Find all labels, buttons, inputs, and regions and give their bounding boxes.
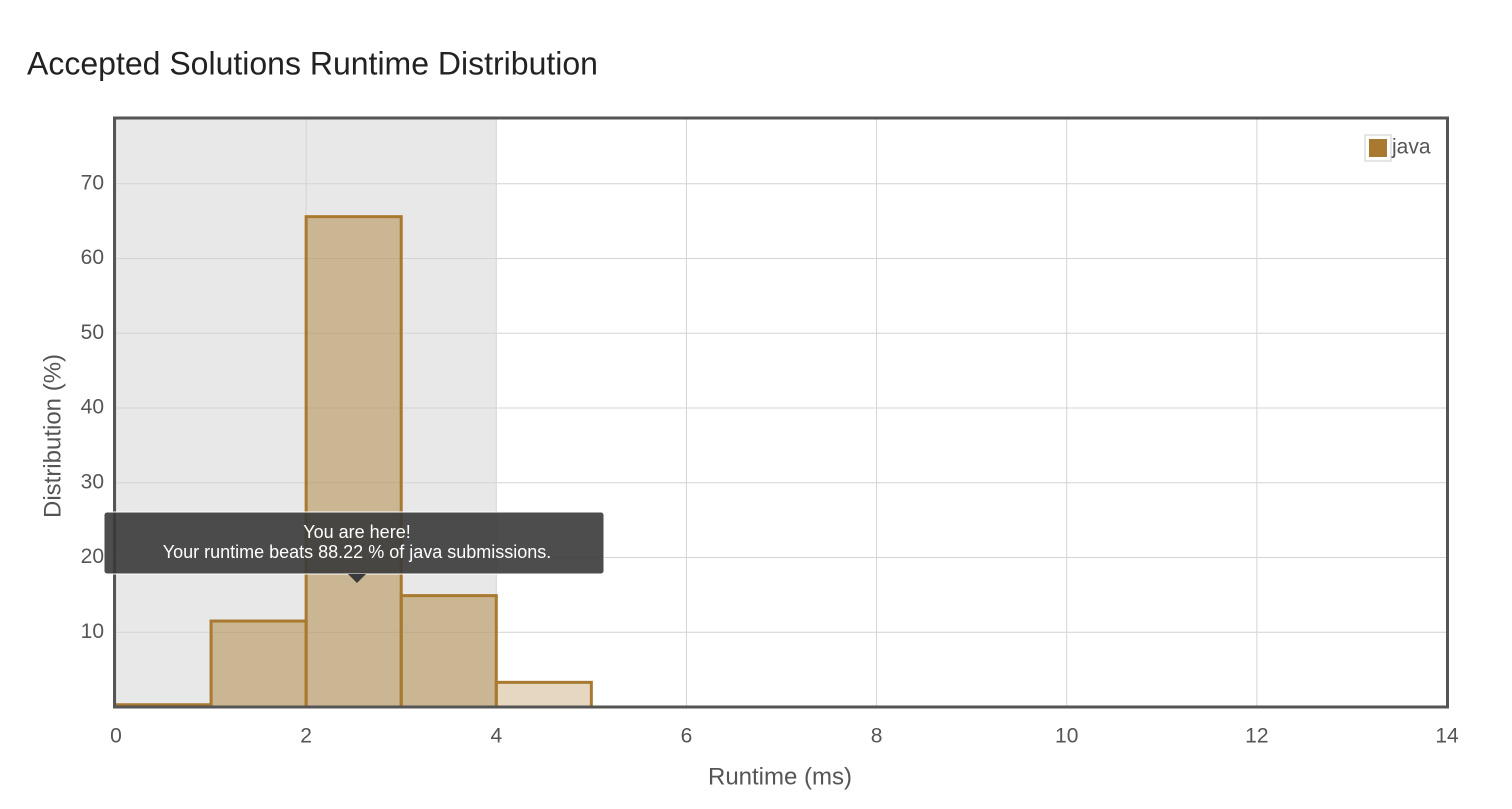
y-tick-label: 40 bbox=[81, 396, 104, 419]
bar bbox=[304, 215, 403, 709]
y-tick-label: 10 bbox=[81, 620, 104, 643]
bar bbox=[209, 619, 308, 709]
chart-title: Accepted Solutions Runtime Distribution bbox=[27, 45, 598, 81]
x-tick-label: 8 bbox=[871, 725, 883, 748]
x-tick-label: 4 bbox=[490, 725, 502, 748]
y-tick-label: 20 bbox=[81, 545, 104, 568]
y-axis-label: Distribution (%) bbox=[39, 354, 66, 518]
plot-border bbox=[113, 116, 1449, 709]
x-tick-label: 0 bbox=[110, 725, 122, 748]
bar bbox=[399, 594, 498, 709]
legend-swatch bbox=[1369, 139, 1387, 157]
bar bbox=[494, 680, 593, 709]
legend-label: java bbox=[1391, 136, 1431, 159]
x-tick-label: 2 bbox=[300, 725, 312, 748]
tooltip-text: You are here! bbox=[303, 522, 410, 542]
x-tick-label: 6 bbox=[681, 725, 693, 748]
y-tick-label: 60 bbox=[81, 246, 104, 269]
tooltip: You are here!Your runtime beats 88.22 % … bbox=[103, 511, 605, 583]
y-tick-label: 30 bbox=[81, 470, 104, 493]
x-tick-label: 12 bbox=[1245, 725, 1268, 748]
x-tick-label: 14 bbox=[1435, 725, 1459, 748]
y-tick-label: 50 bbox=[81, 321, 104, 344]
x-tick-label: 10 bbox=[1055, 725, 1078, 748]
tooltip-arrow bbox=[348, 574, 366, 583]
y-tick-label: 70 bbox=[81, 171, 104, 194]
tooltip-text: Your runtime beats 88.22 % of java submi… bbox=[163, 542, 552, 562]
x-axis-label: Runtime (ms) bbox=[708, 763, 852, 790]
